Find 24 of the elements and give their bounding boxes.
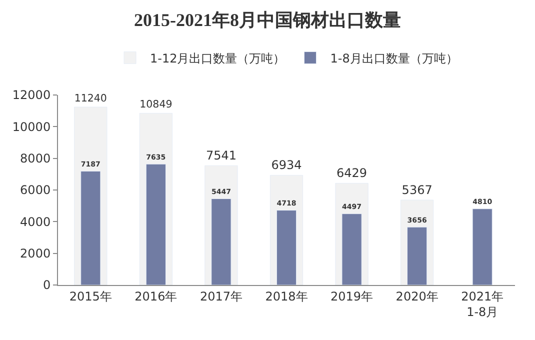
data-label: 11240 [74, 92, 107, 104]
x-tick-label: 2018年 [265, 289, 308, 304]
data-label: 10849 [140, 98, 172, 111]
data-label: 6429 [336, 166, 368, 180]
y-tick-label: 6000 [20, 183, 51, 198]
data-label: 7541 [206, 148, 236, 163]
y-tick-label: 2000 [20, 246, 51, 261]
legend-label: 1-12月出口数量（万吨） [150, 51, 286, 66]
chart-title: 2015-2021年8月中国钢材出口数量 [134, 10, 401, 30]
legend-label: 1-8月出口数量（万吨） [330, 51, 458, 66]
data-label: 5367 [402, 183, 432, 198]
y-tick-label: 12000 [12, 88, 51, 102]
y-tick-label: 4000 [20, 214, 51, 229]
bar [472, 208, 492, 285]
data-label: 6934 [271, 158, 302, 172]
y-tick-label: 8000 [20, 152, 51, 166]
x-tick-label: 2015年 [69, 289, 112, 304]
x-tick-label: 2016年 [134, 289, 178, 304]
y-tick-label: 10000 [12, 120, 51, 134]
x-tick-label: 2021年 1-8月 [461, 289, 504, 319]
x-tick-label: 2020年 [396, 289, 438, 304]
y-tick-label: 0 [42, 278, 51, 292]
x-tick-label: 2017年 [200, 289, 242, 304]
x-tick-label: 2019年 [330, 289, 374, 304]
